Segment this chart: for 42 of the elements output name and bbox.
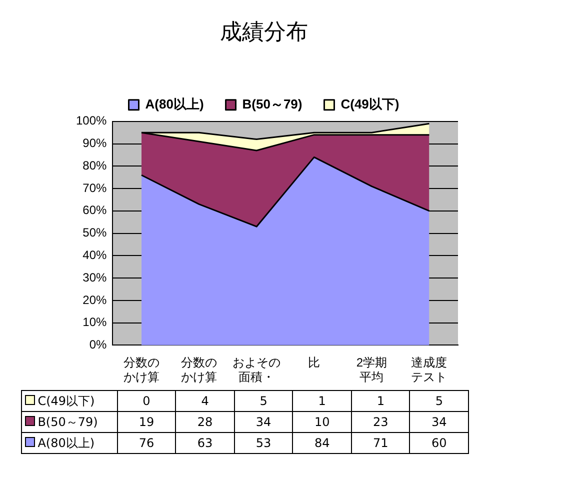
- text: A(80以上): [38, 436, 95, 450]
- data-label: 28: [176, 412, 234, 432]
- y-tick-label: 30%: [82, 270, 108, 284]
- x-tick-label: 分数のかけ算: [123, 356, 160, 384]
- chart-title: 成績分布: [220, 20, 308, 45]
- data-label: 10: [292, 412, 352, 432]
- y-tick-label: 40%: [82, 248, 108, 262]
- data-label: 34: [410, 412, 468, 432]
- data-label: 71: [351, 432, 410, 454]
- data-label: 5: [410, 390, 468, 412]
- x-tick-label: 分数のかけ算: [181, 356, 218, 384]
- data-label: 0: [117, 390, 176, 412]
- legend-label: C(49以下): [340, 96, 400, 112]
- y-tick-label: 50%: [82, 226, 108, 240]
- data-label: 19: [117, 412, 176, 432]
- data-label: 63: [176, 432, 234, 454]
- x-tick-label: 達成度テスト: [411, 356, 448, 384]
- y-tick-label: 100%: [76, 114, 108, 128]
- data-label: 34: [234, 412, 293, 432]
- x-tick-label: およその面積・: [232, 356, 281, 384]
- data-label: 23: [351, 412, 410, 432]
- y-tick-label: 70%: [82, 180, 108, 195]
- x-tick-label: 比: [308, 356, 320, 370]
- data-label: 60: [410, 432, 468, 454]
- y-tick-label: 20%: [82, 292, 108, 307]
- text: B(50～79): [38, 414, 98, 428]
- y-tick-label: 80%: [82, 158, 108, 172]
- y-tick-label: 10%: [82, 315, 108, 330]
- y-tick-label: 90%: [82, 136, 108, 150]
- data-label: 1: [292, 390, 352, 412]
- data-label: 5: [234, 390, 293, 412]
- data-label: 84: [292, 432, 352, 454]
- data-label: 4: [176, 390, 234, 412]
- legend-label: A(80以上): [145, 96, 204, 112]
- data-label: 1: [351, 390, 410, 412]
- y-tick-label: 60%: [82, 203, 108, 218]
- data-label: 53: [234, 432, 293, 454]
- y-tick-label: 0%: [89, 338, 108, 352]
- text: C(49以下): [38, 394, 95, 408]
- data-label: 76: [117, 432, 176, 454]
- x-tick-label: 2学期平均: [356, 356, 388, 384]
- legend-label: B(50～79): [242, 96, 302, 112]
